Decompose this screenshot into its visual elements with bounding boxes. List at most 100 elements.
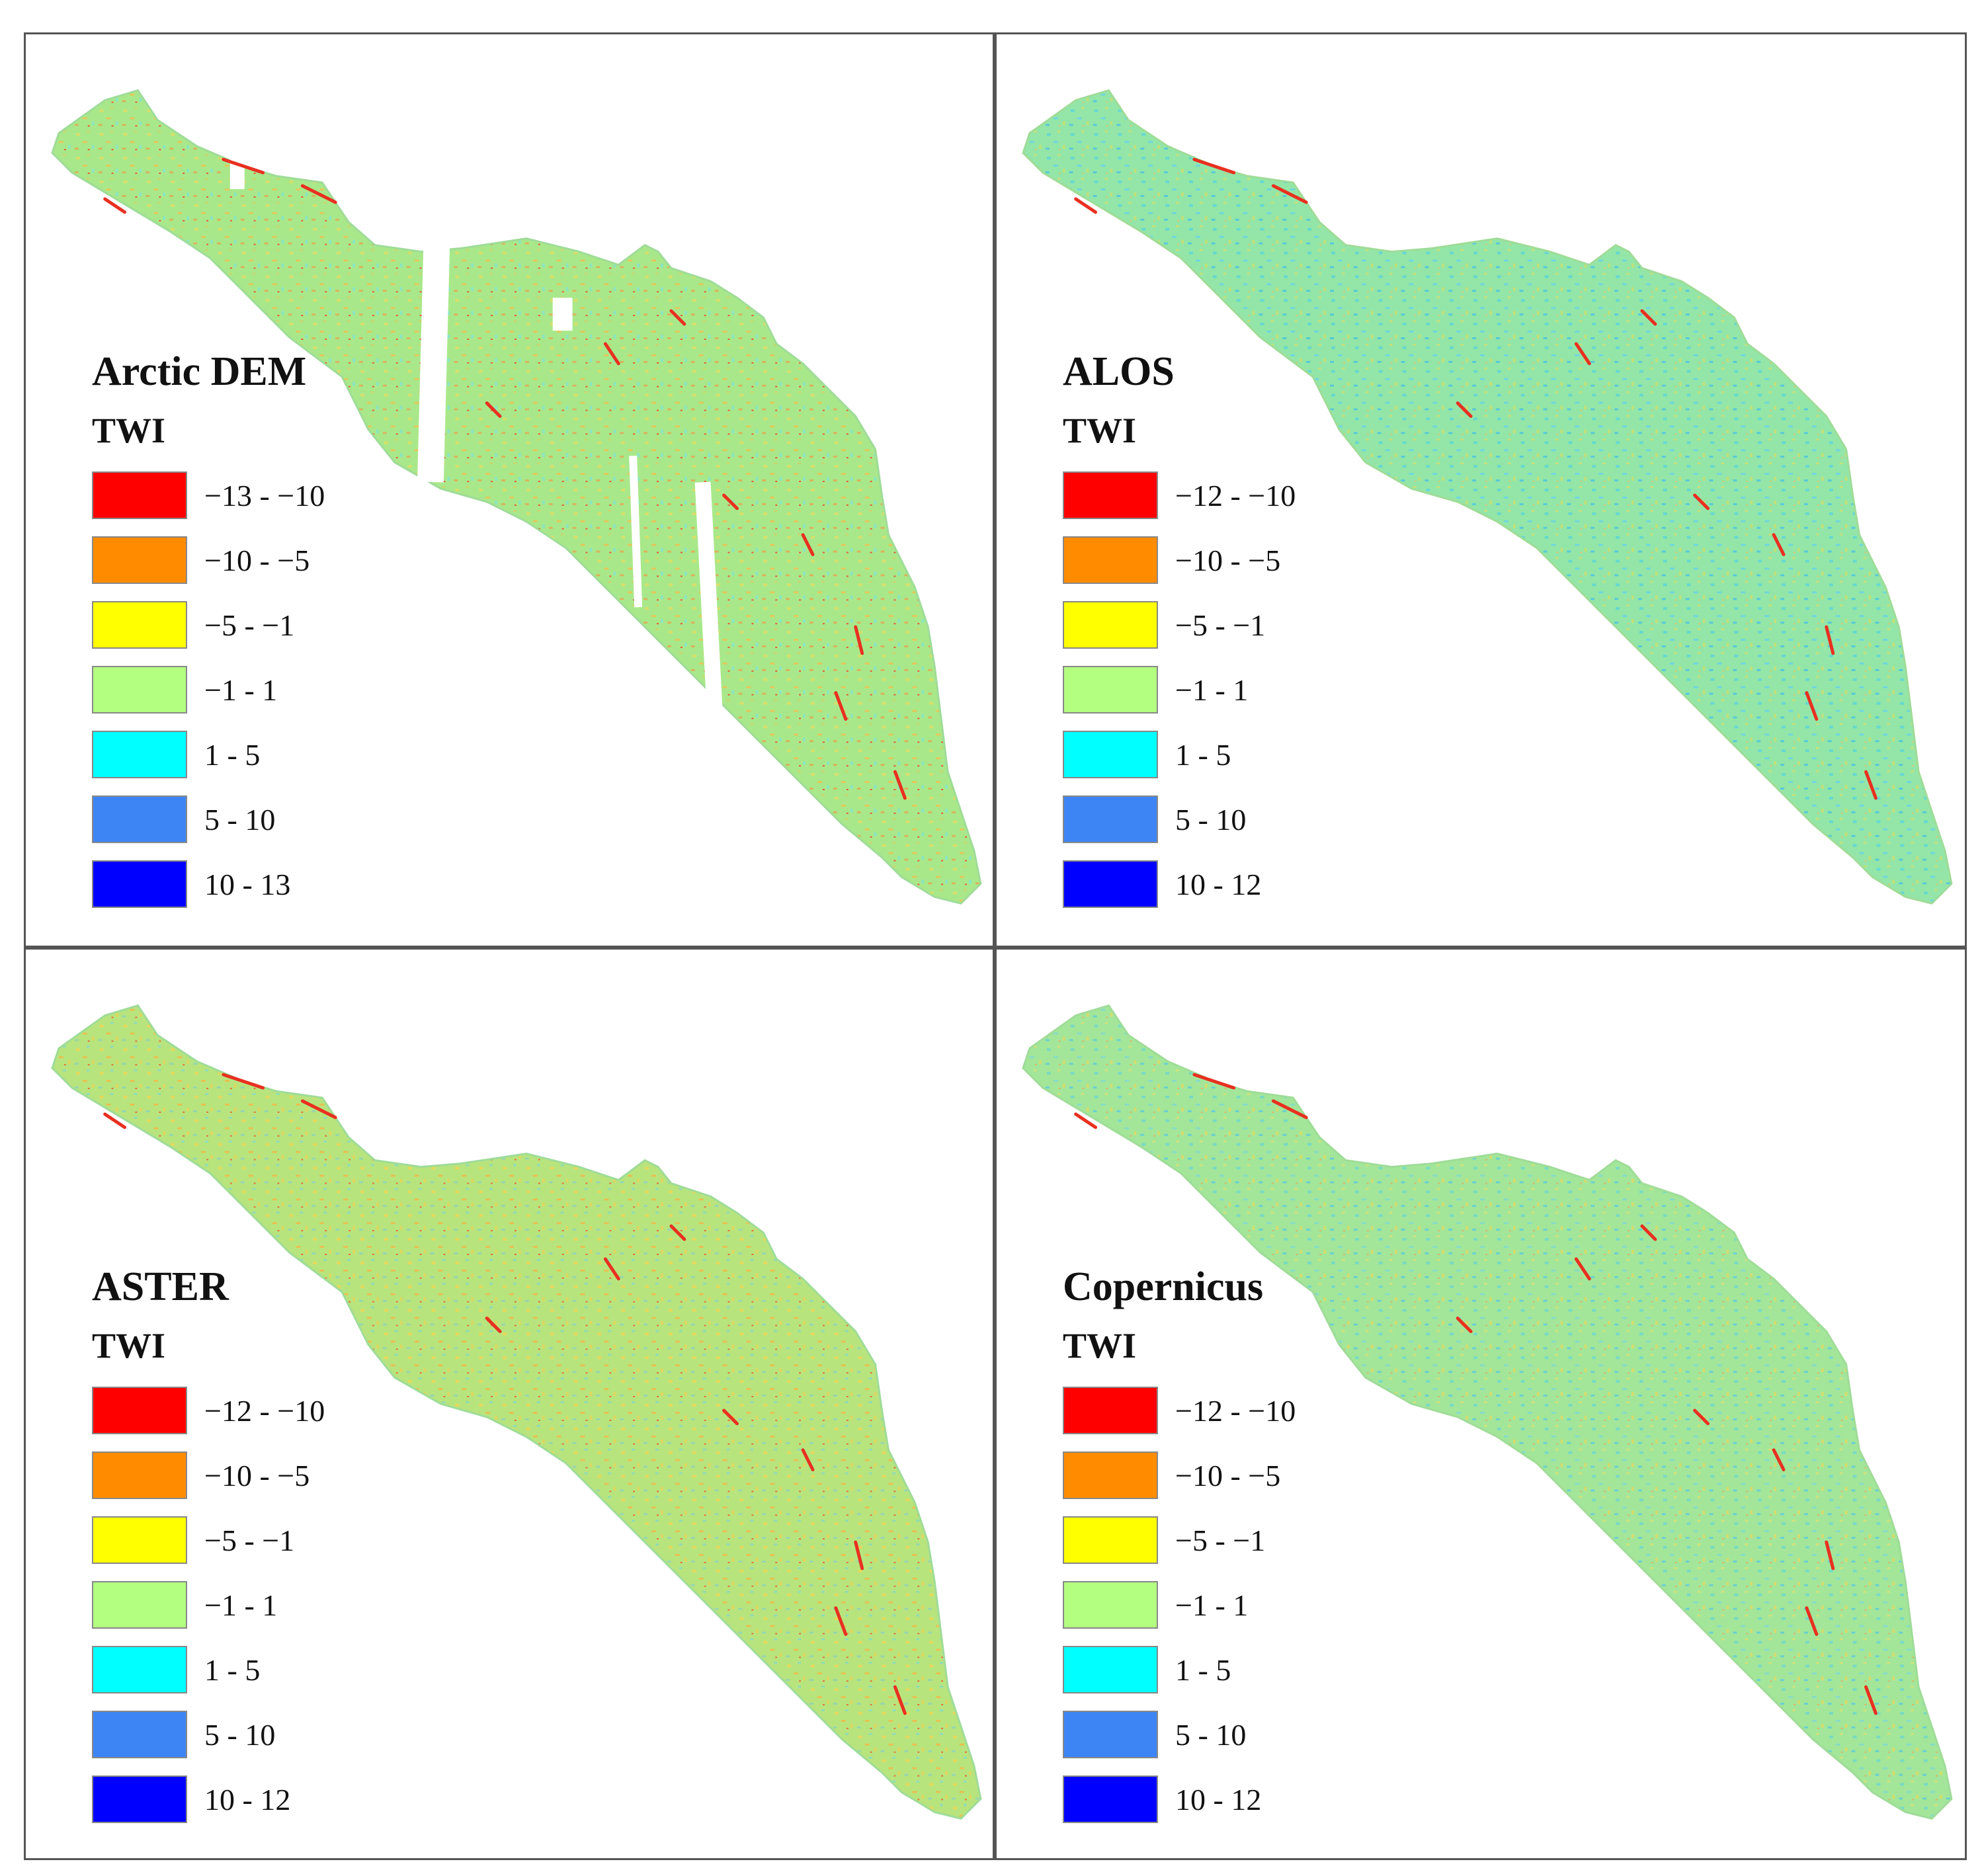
- legend-row: −12 - −10: [1063, 463, 1296, 528]
- legend-label: −1 - 1: [204, 1588, 278, 1622]
- legend-swatch: [92, 1646, 187, 1693]
- legend-rows: −12 - −10 −10 - −5 −5 - −1 −1 - 1 1 - 5 5 - 1…: [92, 1378, 325, 1832]
- legend-label: −12 - −10: [1175, 478, 1296, 512]
- legend-subtitle: TWI: [92, 411, 166, 450]
- low-twi-streak: [1271, 1099, 1308, 1120]
- legend-swatch: [92, 666, 187, 714]
- low-twi-streaks: [103, 1073, 907, 1715]
- low-twi-streak: [1825, 625, 1835, 655]
- legend-swatch: [92, 731, 187, 778]
- legend-subtitle: TWI: [1063, 1326, 1137, 1366]
- legend-swatch: [1063, 1451, 1158, 1499]
- legend-label: 5 - 10: [204, 802, 276, 836]
- legend-row: −12 - −10: [1063, 1378, 1296, 1443]
- legend-row: −13 - −10: [92, 463, 325, 528]
- legend-row: 5 - 10: [1063, 1702, 1296, 1767]
- legend-label: −1 - 1: [1175, 1588, 1249, 1622]
- legend-label: −10 - −5: [204, 1458, 310, 1492]
- data-gap-strip: [694, 481, 723, 713]
- legend-label: −12 - −10: [1175, 1393, 1296, 1428]
- legend-row: 5 - 10: [92, 787, 325, 852]
- legend-swatch: [1063, 1775, 1158, 1823]
- legend-row: −10 - −5: [92, 528, 325, 592]
- twi-map-alos: [1022, 89, 1953, 905]
- low-twi-streak: [1772, 533, 1786, 557]
- legend-label: −10 - −5: [204, 543, 310, 577]
- legend-label: 10 - 13: [204, 867, 291, 901]
- low-twi-streak: [1271, 184, 1308, 204]
- legend-label: −1 - 1: [204, 673, 278, 707]
- legend-row: 5 - 10: [92, 1702, 325, 1767]
- legend-label: 1 - 5: [204, 1652, 261, 1687]
- legend-swatch: [92, 860, 187, 908]
- low-twi-streak: [222, 1073, 265, 1090]
- legend-label: 1 - 5: [1175, 1652, 1231, 1687]
- map-panel-aster: ASTER TWI −12 - −10 −10 - −5 −5 - −1 −1 - 1…: [24, 948, 995, 1860]
- low-twi-streak: [300, 184, 337, 204]
- legend-row: −10 - −5: [92, 1443, 325, 1508]
- low-twi-streak: [1074, 197, 1098, 214]
- low-twi-streak: [1805, 1606, 1819, 1636]
- map-panel-copernicus: Copernicus TWI −12 - −10 −10 - −5 −5 - −1−…: [995, 948, 1967, 1860]
- legend-label: −10 - −5: [1175, 1458, 1281, 1492]
- legend-label: −12 - −10: [204, 1393, 325, 1428]
- legend-title: ALOS: [1063, 349, 1175, 394]
- legend: Arctic DEM TWI −13 - −10 −10 - −5 −5 - −1−…: [92, 345, 325, 917]
- map-panel-alos: ALOS TWI −12 - −10 −10 - −5 −5 - −1 −1 - 1 1…: [995, 32, 1967, 948]
- low-twi-streak: [1192, 157, 1236, 175]
- legend-row: 1 - 5: [1063, 722, 1296, 787]
- legend-subtitle: TWI: [1063, 411, 1137, 450]
- legend-row: −1 - 1: [92, 1572, 325, 1637]
- legend-row: 10 - 12: [1063, 852, 1296, 917]
- legend-row: −5 - −1: [92, 592, 325, 657]
- low-twi-streak: [834, 691, 848, 721]
- legend-label: 1 - 5: [204, 737, 261, 772]
- twi-map-copernicus: [1022, 1004, 1953, 1820]
- low-twi-streak: [1192, 1073, 1236, 1090]
- low-twi-streak: [300, 1099, 337, 1120]
- legend: ALOS TWI −12 - −10 −10 - −5 −5 - −1 −1 - 1 1…: [1063, 345, 1296, 917]
- low-twi-streak: [801, 1448, 815, 1472]
- data-gap-strip: [417, 198, 452, 483]
- legend-swatch: [1063, 536, 1158, 584]
- watershed-outline: [1022, 89, 1953, 905]
- low-twi-streak: [103, 197, 127, 214]
- legend: ASTER TWI −12 - −10 −10 - −5 −5 - −1 −1 - 1…: [92, 1260, 325, 1832]
- legend-swatch: [92, 795, 187, 843]
- low-twi-streaks: [1074, 157, 1878, 800]
- low-twi-streak: [1825, 1540, 1835, 1570]
- legend-row: −10 - −5: [1063, 1443, 1296, 1508]
- twi-map-aster: [51, 1004, 982, 1820]
- legend-label: 1 - 5: [1175, 737, 1231, 772]
- legend-label: −5 - −1: [204, 1523, 295, 1557]
- legend-row: 5 - 10: [1063, 787, 1296, 852]
- legend-rows: −13 - −10 −10 - −5 −5 - −1 −1 - 1 1 - 5 5 - 1…: [92, 463, 325, 917]
- legend-rows: −12 - −10 −10 - −5 −5 - −1 −1 - 1 1 - 5 5 - 1…: [1063, 1378, 1296, 1832]
- legend-label: 5 - 10: [1175, 802, 1247, 836]
- low-twi-streak: [1772, 1448, 1786, 1472]
- legend-swatch: [92, 1387, 187, 1434]
- watershed-outline: [51, 89, 982, 905]
- legend-label: −5 - −1: [1175, 608, 1266, 642]
- legend-row: 1 - 5: [1063, 1637, 1296, 1702]
- legend-label: −13 - −10: [204, 478, 325, 512]
- low-twi-streak: [603, 1257, 620, 1281]
- low-twi-streak: [1456, 1317, 1473, 1333]
- legend-title: Arctic DEM: [92, 349, 307, 394]
- low-twi-streak: [222, 157, 265, 175]
- legend-label: −10 - −5: [1175, 543, 1281, 577]
- low-twi-streak: [669, 1224, 686, 1241]
- low-twi-streak: [722, 493, 739, 510]
- legend-swatch: [92, 1711, 187, 1758]
- low-twi-streak: [1574, 1257, 1591, 1281]
- legend-label: −1 - 1: [1175, 673, 1249, 707]
- legend-swatch: [92, 601, 187, 649]
- legend-row: 10 - 12: [92, 1767, 325, 1832]
- low-twi-streak: [1864, 1685, 1878, 1715]
- legend-row: −10 - −5: [1063, 528, 1296, 592]
- legend-label: 5 - 10: [204, 1717, 276, 1752]
- low-twi-streak: [485, 401, 502, 418]
- data-gap-strip: [552, 298, 573, 331]
- low-twi-streak: [1640, 309, 1657, 326]
- low-twi-streaks: [1074, 1073, 1878, 1715]
